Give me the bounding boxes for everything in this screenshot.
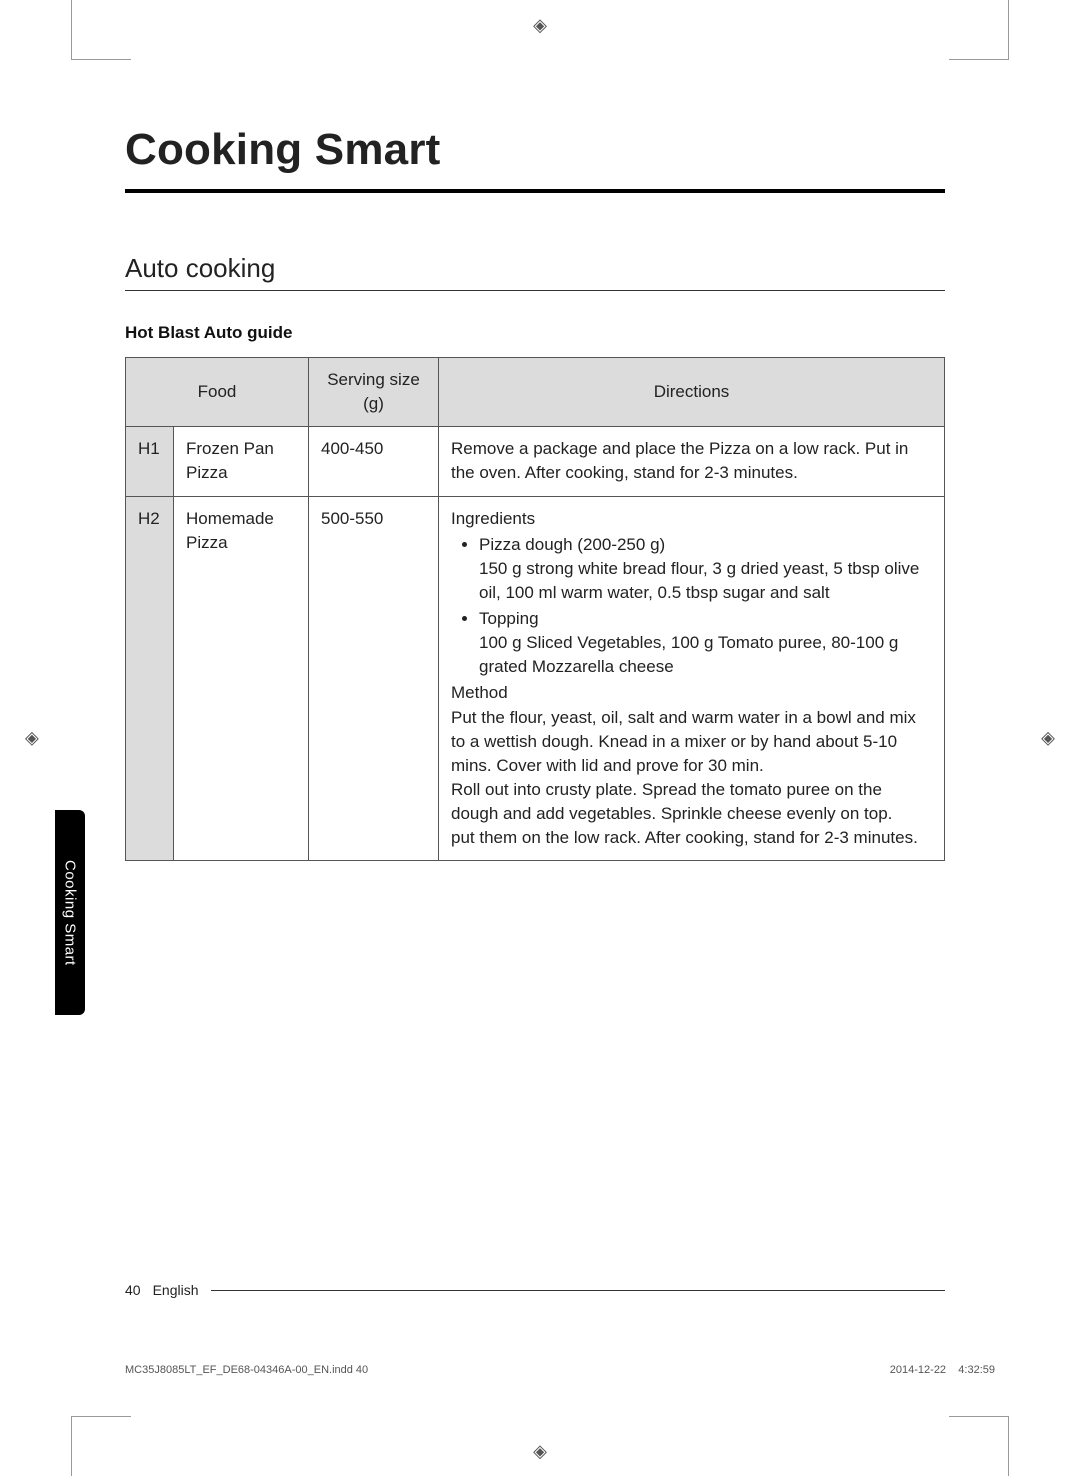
page-number: 40 xyxy=(125,1282,141,1298)
crop-mark-tr xyxy=(1008,0,1045,60)
crop-mark-bl xyxy=(35,1416,72,1476)
registration-mark-left: ◈ xyxy=(25,728,39,749)
table-row: H1 Frozen Pan Pizza 400-450 Remove a pac… xyxy=(126,427,945,496)
registration-mark-right: ◈ xyxy=(1041,728,1055,749)
ingredient-body: 100 g Sliced Vegetables, 100 g Tomato pu… xyxy=(479,633,898,676)
table-row: H2 Homemade Pizza 500-550 Ingredients Pi… xyxy=(126,496,945,861)
footer-rule xyxy=(211,1290,946,1291)
side-tab: Cooking Smart xyxy=(55,810,85,1015)
registration-mark-bottom: ◈ xyxy=(530,1441,550,1461)
page-title: Cooking Smart xyxy=(125,125,945,175)
page-content: Cooking Smart Auto cooking Hot Blast Aut… xyxy=(125,125,945,861)
method-text: Put the flour, yeast, oil, salt and warm… xyxy=(451,708,918,848)
cell-directions: Remove a package and place the Pizza on … xyxy=(439,427,945,496)
section-rule xyxy=(125,290,945,291)
ingredient-head: Pizza dough (200-250 g) xyxy=(479,535,665,554)
th-directions: Directions xyxy=(439,358,945,427)
cell-code: H2 xyxy=(126,496,174,861)
th-food: Food xyxy=(126,358,309,427)
section-title: Auto cooking xyxy=(125,253,945,284)
crop-mark-br xyxy=(1008,1416,1045,1476)
table-header-row: Food Serving size (g) Directions xyxy=(126,358,945,427)
cell-directions: Ingredients Pizza dough (200-250 g) 150 … xyxy=(439,496,945,861)
ingredients-label: Ingredients xyxy=(451,509,535,528)
page-language: English xyxy=(153,1282,199,1298)
guide-title: Hot Blast Auto guide xyxy=(125,323,945,343)
title-rule xyxy=(125,189,945,193)
cell-code: H1 xyxy=(126,427,174,496)
th-serving: Serving size (g) xyxy=(309,358,439,427)
print-metadata: MC35J8085LT_EF_DE68-04346A-00_EN.indd 40… xyxy=(125,1364,995,1376)
list-item: Pizza dough (200-250 g) 150 g strong whi… xyxy=(479,533,932,605)
cell-food: Homemade Pizza xyxy=(174,496,309,861)
cell-food: Frozen Pan Pizza xyxy=(174,427,309,496)
print-date: 2014-12-22 xyxy=(890,1364,946,1376)
print-datetime: 2014-12-22 4:32:59 xyxy=(890,1364,995,1376)
side-tab-label: Cooking Smart xyxy=(62,860,79,966)
ingredients-list: Pizza dough (200-250 g) 150 g strong whi… xyxy=(451,533,932,680)
method-label: Method xyxy=(451,683,508,702)
print-file: MC35J8085LT_EF_DE68-04346A-00_EN.indd 40 xyxy=(125,1364,368,1376)
cell-serving: 400-450 xyxy=(309,427,439,496)
auto-cook-table: Food Serving size (g) Directions H1 Froz… xyxy=(125,357,945,861)
ingredient-body: 150 g strong white bread flour, 3 g drie… xyxy=(479,559,919,602)
crop-mark-tl xyxy=(35,0,72,60)
registration-mark-top: ◈ xyxy=(530,15,550,35)
page-footer: 40 English xyxy=(125,1282,945,1298)
cell-serving: 500-550 xyxy=(309,496,439,861)
list-item: Topping 100 g Sliced Vegetables, 100 g T… xyxy=(479,607,932,679)
ingredient-head: Topping xyxy=(479,609,539,628)
print-time: 4:32:59 xyxy=(958,1364,995,1376)
